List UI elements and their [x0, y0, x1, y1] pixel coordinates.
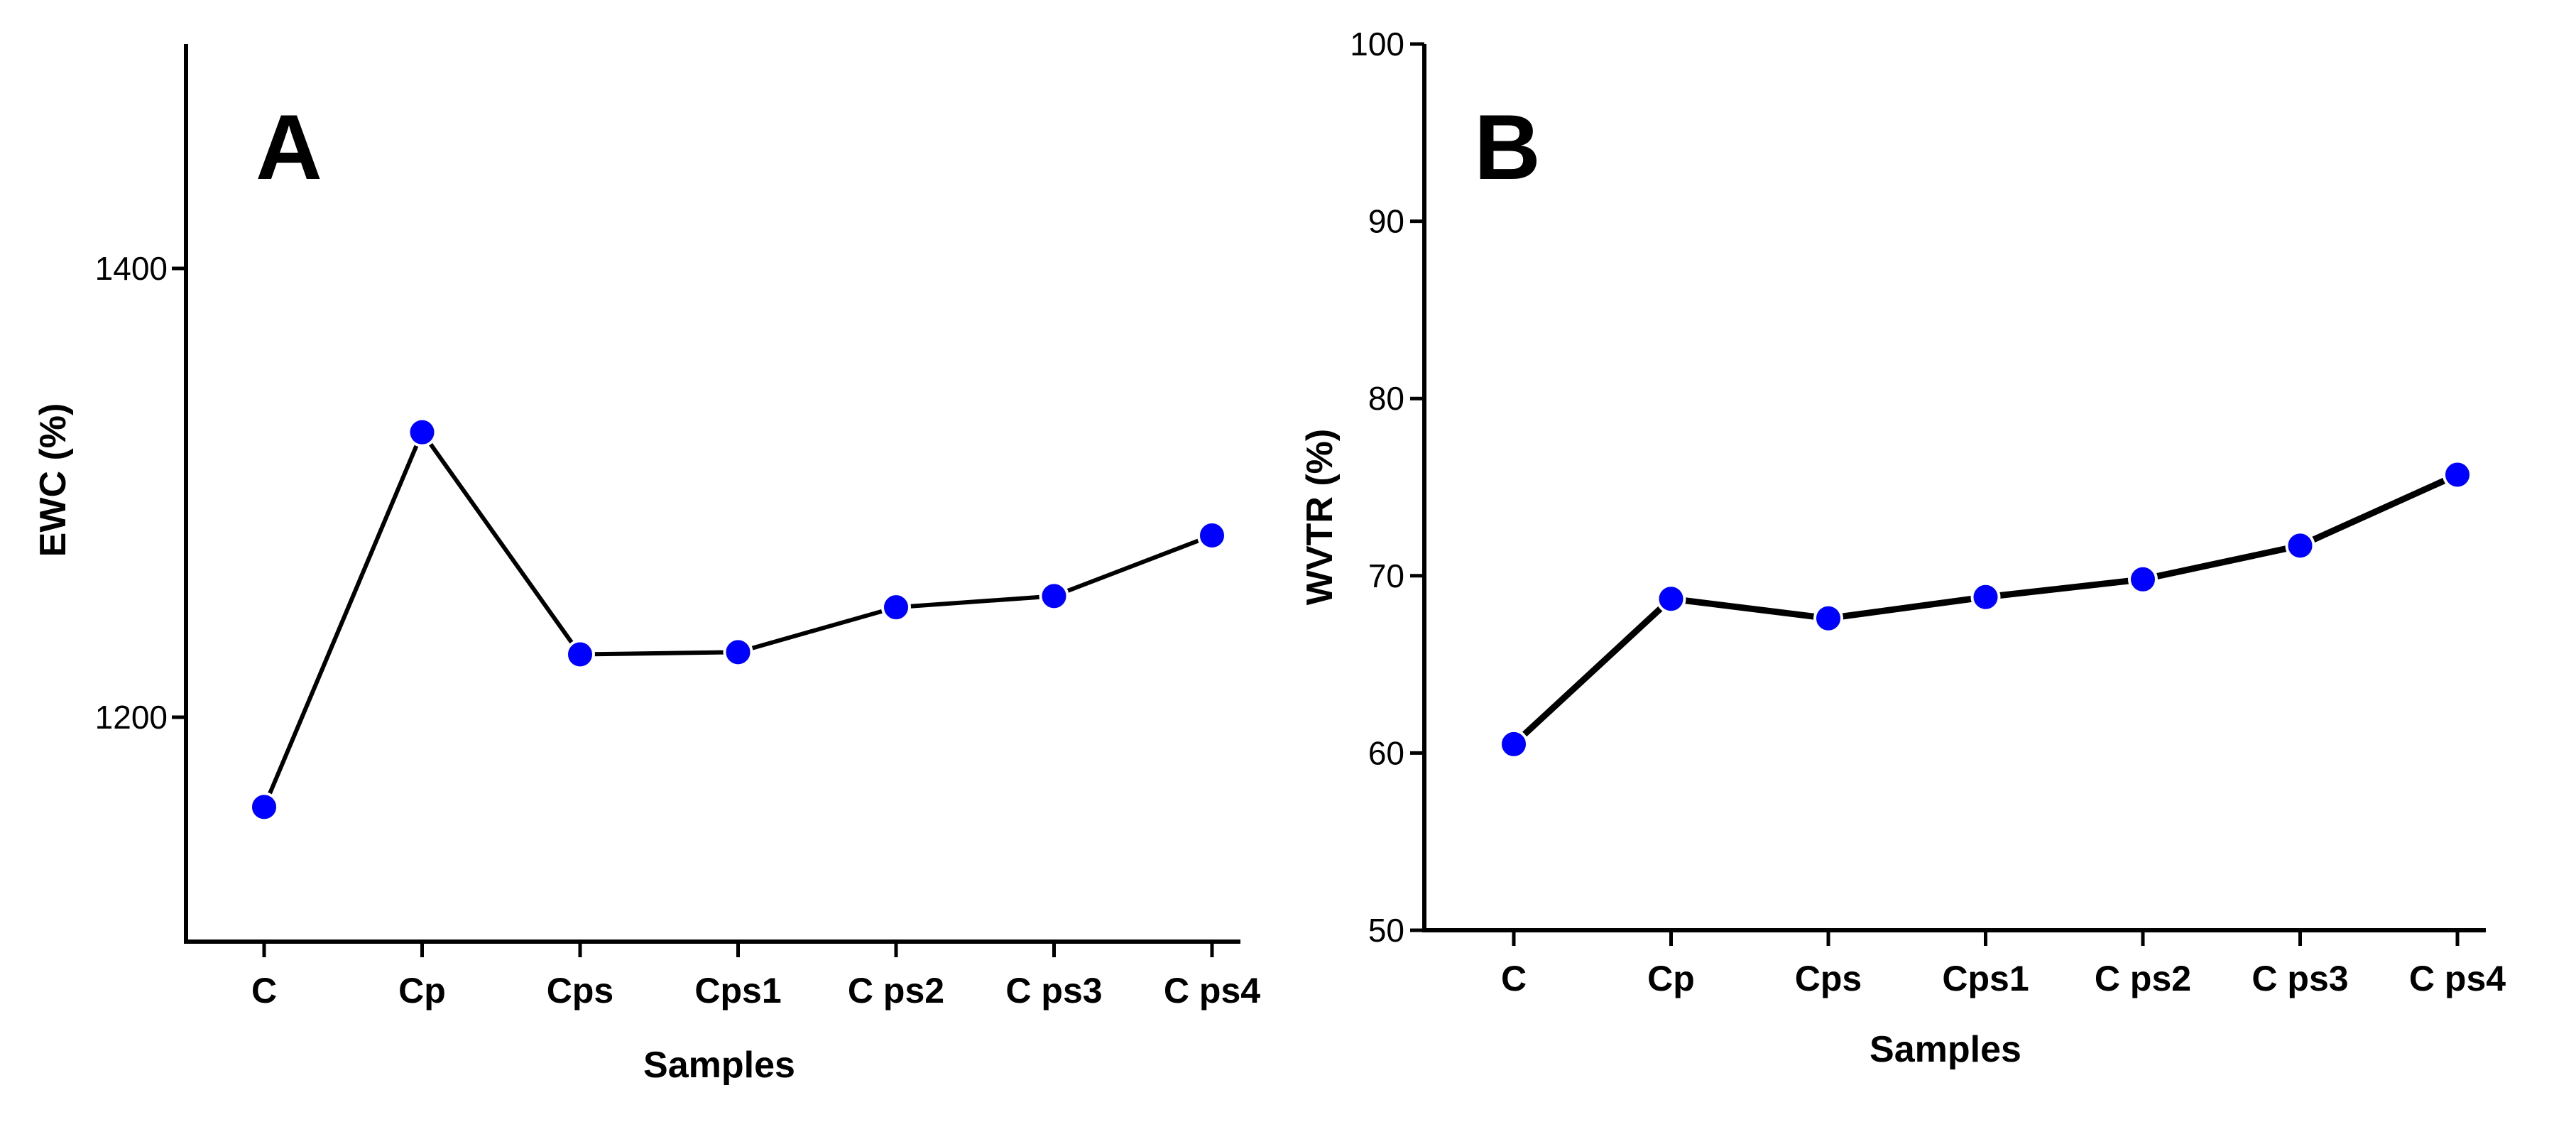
a-x-ticks: C Cp Cps Cps1 C ps2 C ps3 C ps4 — [251, 942, 1260, 1011]
a-x-tick-label: Cps — [547, 971, 613, 1011]
b-y-tick-label: 60 — [1368, 734, 1404, 771]
a-panel-letter: A — [256, 95, 322, 199]
b-panel-letter: B — [1474, 95, 1541, 199]
b-y-tick-label: 90 — [1368, 203, 1404, 240]
a-y-axis-title: EWC (%) — [33, 403, 74, 557]
a-data-point — [881, 592, 911, 623]
a-data-points — [249, 417, 1227, 822]
a-y-tick-label: 1200 — [95, 699, 168, 736]
a-data-point — [407, 417, 437, 447]
b-data-point — [1970, 582, 2001, 612]
b-data-point — [2443, 459, 2472, 490]
a-data-point — [723, 637, 753, 668]
a-data-point — [1197, 521, 1227, 551]
b-x-axis-title: Samples — [1870, 1029, 2021, 1070]
b-data-point — [2128, 564, 2158, 594]
a-x-tick-label: C ps4 — [1164, 971, 1260, 1011]
a-y-tick-label: 1400 — [95, 250, 168, 287]
b-data-points — [1499, 459, 2472, 759]
b-x-tick-label: Cps1 — [1942, 959, 2029, 998]
b-data-point — [1813, 603, 1843, 633]
b-y-tick-label: 70 — [1368, 557, 1404, 594]
b-x-tick-label: C ps3 — [2252, 959, 2348, 998]
a-x-tick-label: C — [251, 971, 277, 1011]
b-x-tick-label: C ps2 — [2095, 959, 2191, 998]
b-x-ticks: C Cp Cps Cps1 C ps2 C ps3 C ps4 — [1501, 930, 2506, 998]
a-x-axis-title: Samples — [643, 1045, 795, 1086]
b-x-tick-label: Cps — [1795, 959, 1862, 998]
a-y-ticks: 1200 1400 — [95, 250, 186, 736]
b-data-point — [2285, 530, 2315, 561]
b-data-point — [1499, 729, 1529, 759]
b-x-tick-label: Cp — [1647, 959, 1695, 998]
b-y-ticks: 50 60 70 80 90 100 — [1350, 26, 1424, 949]
b-y-tick-label: 50 — [1368, 912, 1404, 949]
a-data-point — [249, 792, 279, 822]
b-y-axis-title: WVTR (%) — [1299, 429, 1341, 605]
b-x-tick-label: C ps4 — [2409, 959, 2506, 998]
b-y-tick-label: 80 — [1368, 380, 1404, 417]
a-x-tick-label: C ps2 — [848, 971, 944, 1011]
b-y-tick-label: 100 — [1350, 26, 1404, 62]
a-data-point — [565, 639, 595, 670]
a-x-tick-label: Cps1 — [694, 971, 781, 1011]
a-data-point — [1039, 581, 1069, 611]
b-data-point — [1656, 584, 1686, 614]
a-x-tick-label: C ps3 — [1005, 971, 1102, 1011]
b-x-tick-label: C — [1501, 959, 1527, 998]
panel-a: 1200 1400 C Cp Cps Cps1 C ps2 C ps3 C ps4 A Sam… — [33, 44, 1260, 1086]
a-x-tick-label: Cp — [398, 971, 446, 1011]
